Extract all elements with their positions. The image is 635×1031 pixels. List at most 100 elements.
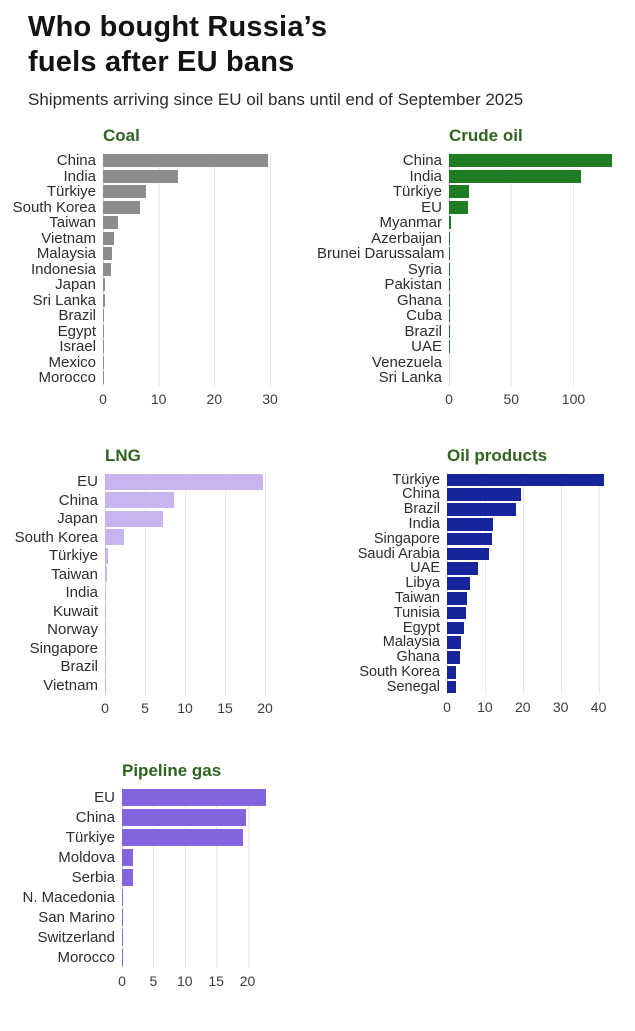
category-label: Sri Lanka bbox=[32, 291, 96, 309]
bar-row: Switzerland bbox=[0, 928, 317, 948]
category-label: Taiwan bbox=[51, 565, 98, 583]
bar-track bbox=[103, 247, 309, 261]
bar-track bbox=[105, 529, 309, 546]
page-title-line2: fuels after EU bans bbox=[28, 46, 295, 78]
x-tick-label: 0 bbox=[445, 390, 453, 407]
x-tick-label: 20 bbox=[514, 699, 531, 716]
bar bbox=[447, 473, 604, 487]
category-label: Brunei Darussalam bbox=[317, 245, 445, 263]
bar-row: China bbox=[0, 153, 317, 169]
category-label: India bbox=[408, 516, 440, 533]
bar-track bbox=[105, 584, 309, 601]
bar-track bbox=[447, 606, 627, 620]
bar-track bbox=[449, 324, 627, 338]
bar bbox=[103, 200, 140, 214]
category-label: Brazil bbox=[60, 658, 98, 676]
category-label: Venezuela bbox=[371, 353, 442, 371]
bar-row: Morocco bbox=[0, 370, 317, 386]
category-label: Malaysia bbox=[36, 245, 96, 263]
bar-row: San Marino bbox=[0, 908, 317, 928]
gridline bbox=[225, 472, 226, 695]
x-axis: 0 5 10 15 20 bbox=[101, 699, 309, 719]
bar bbox=[105, 473, 264, 490]
gridline bbox=[214, 153, 216, 386]
bar-track bbox=[122, 809, 309, 826]
bar bbox=[447, 621, 465, 635]
category-label: Moldova bbox=[58, 849, 115, 866]
bar-row: Brazil bbox=[0, 308, 317, 324]
bar-row: Vietnam bbox=[0, 231, 317, 247]
bar-row: South Korea bbox=[0, 200, 317, 216]
bar-row: Kuwait bbox=[0, 602, 317, 621]
bar bbox=[449, 216, 451, 230]
bar-rows: China India Türkiye EU Myanmar Azerbaijan Brun… bbox=[317, 153, 635, 386]
bar-track bbox=[122, 869, 309, 886]
bar bbox=[105, 492, 174, 509]
category-label: San Marino bbox=[38, 909, 115, 926]
bar bbox=[103, 216, 119, 230]
category-label: EU bbox=[77, 473, 98, 491]
bar-track bbox=[447, 680, 627, 694]
category-label: Senegal bbox=[386, 678, 440, 695]
bar-track bbox=[103, 200, 309, 214]
category-label: Sri Lanka bbox=[378, 369, 442, 387]
category-label: China bbox=[58, 491, 98, 509]
gridlines bbox=[105, 472, 309, 695]
bar bbox=[105, 584, 106, 601]
bar-row: Ghana bbox=[317, 650, 635, 665]
x-tick-label: 30 bbox=[262, 390, 278, 407]
bar-track bbox=[105, 566, 309, 583]
bar-track bbox=[103, 355, 309, 369]
bar-row: EU bbox=[0, 788, 317, 808]
charts-grid: Coal China India Türkiye South Korea Taiwan V… bbox=[0, 126, 635, 992]
bar-row: South Korea bbox=[317, 665, 635, 680]
bar bbox=[103, 154, 268, 168]
bar-row: Taiwan bbox=[0, 565, 317, 584]
bar-row: China bbox=[0, 491, 317, 510]
bar-row: India bbox=[317, 517, 635, 532]
category-label: Libya bbox=[405, 575, 440, 592]
bar bbox=[447, 532, 493, 546]
category-label: Japan bbox=[55, 276, 96, 294]
category-label: UAE bbox=[411, 338, 442, 356]
category-label: Brazil bbox=[403, 501, 440, 518]
category-label: Morocco bbox=[57, 949, 115, 966]
plot-area: EU China Japan South Korea Türkiye Taiwan Indi… bbox=[0, 472, 317, 695]
category-label: China bbox=[402, 152, 442, 170]
bar bbox=[105, 547, 109, 564]
gridline bbox=[153, 787, 155, 968]
chart-title-lng: LNG bbox=[105, 445, 141, 465]
category-label: Serbia bbox=[71, 869, 115, 886]
gridline bbox=[270, 153, 272, 386]
chart-title-pipeline-gas: Pipeline gas bbox=[122, 760, 222, 780]
bar-track bbox=[122, 929, 309, 946]
category-label: Türkiye bbox=[48, 547, 98, 565]
bar bbox=[105, 566, 108, 583]
category-label: Indonesia bbox=[30, 260, 96, 278]
bar bbox=[447, 680, 457, 694]
bar-track bbox=[103, 154, 309, 168]
x-tick-label: 0 bbox=[443, 699, 451, 716]
bar-track bbox=[122, 789, 309, 806]
category-label: Ghana bbox=[396, 291, 442, 309]
page-title: Who bought Russia’s fuels after EU bans bbox=[28, 10, 615, 80]
bar-row: EU bbox=[0, 473, 317, 492]
bar-track bbox=[103, 231, 309, 245]
category-label: Switzerland bbox=[37, 929, 115, 946]
bar-row: Sri Lanka bbox=[317, 370, 635, 386]
gridline bbox=[484, 472, 486, 695]
bar-track bbox=[447, 473, 627, 487]
x-tick-label: 0 bbox=[99, 390, 107, 407]
bar bbox=[447, 488, 521, 501]
bar-row: Norway bbox=[0, 621, 317, 640]
category-label: EU bbox=[94, 789, 115, 806]
gridline bbox=[185, 472, 186, 695]
x-tick-label: 50 bbox=[503, 390, 520, 407]
bar-track bbox=[447, 592, 627, 605]
bar bbox=[447, 562, 479, 575]
gridline bbox=[522, 472, 524, 695]
bar-row: Ghana bbox=[317, 293, 635, 309]
bar-row: Azerbaijan bbox=[317, 231, 635, 247]
bar-track bbox=[447, 518, 627, 531]
bar-track bbox=[449, 309, 627, 323]
